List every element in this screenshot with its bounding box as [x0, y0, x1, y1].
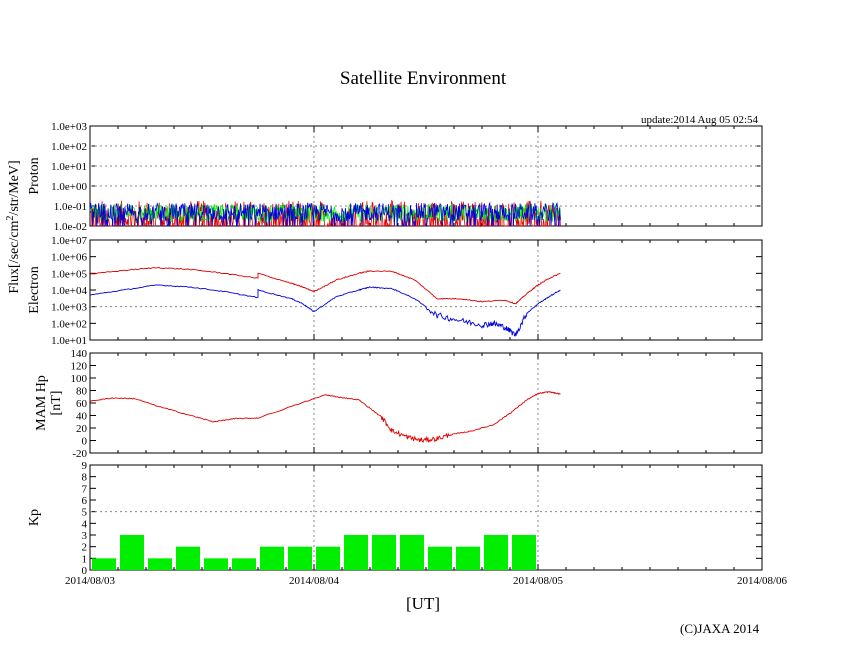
electron-ytick-label: 1.0e+03 [51, 302, 87, 314]
electron-ytick-label: 1.0e+04 [51, 285, 87, 297]
mam-ytick-label: 20 [76, 423, 88, 435]
kp-bar [204, 558, 228, 570]
x-tick-label: 2014/08/04 [289, 575, 340, 587]
mam-ytick-label: 120 [71, 361, 88, 373]
kp-ytick-label: 5 [82, 507, 88, 519]
kp-bar [344, 535, 368, 570]
electron-panel-frame [89, 239, 763, 341]
proton-ylabel: Proton [27, 157, 42, 194]
kp-ytick-label: 9 [82, 460, 88, 472]
proton-ytick-label: 1.0e+01 [51, 161, 87, 173]
kp-bar [400, 535, 424, 570]
kp-ytick-label: 8 [82, 472, 88, 484]
proton-ytick-label: 1.0e+00 [51, 181, 87, 193]
x-tick-label: 2014/08/03 [65, 575, 116, 587]
proton-ytick-label: 1.0e+02 [51, 141, 87, 153]
electron-ylabel: Electron [27, 266, 42, 313]
mam-ytick-label: 80 [76, 386, 88, 398]
kp-bar [92, 558, 116, 570]
x-tick-label: 2014/08/05 [513, 575, 564, 587]
proton-ytick-label: 1.0e-02 [54, 221, 87, 233]
mam-ytick-label: 40 [76, 411, 88, 423]
electron-series-red [89, 267, 561, 305]
proton-ytick-label: 1.0e+03 [51, 121, 87, 133]
kp-bar [176, 546, 200, 570]
kp-bar [148, 558, 172, 570]
kp-ytick-label: 7 [82, 483, 88, 495]
proton-series-blue [89, 201, 561, 227]
kp-ytick-label: 3 [82, 530, 88, 542]
kp-bar [120, 535, 144, 570]
kp-bar [260, 546, 284, 570]
kp-bar [288, 546, 312, 570]
mam-ytick-label: 100 [71, 373, 88, 385]
kp-bar [372, 535, 396, 570]
x-tick-label: 2014/08/06 [737, 575, 788, 587]
mam-ytick-label: 0 [82, 436, 88, 448]
mam-ylabel: [nT] [49, 391, 64, 416]
flux-ylabel: Flux[/sec/cm2/str/MeV] [5, 160, 23, 293]
electron-ytick-label: 1.0e+07 [51, 235, 87, 247]
electron-ytick-label: 1.0e+06 [51, 252, 87, 264]
mam-ylabel: MAM Hp [34, 375, 49, 431]
electron-ytick-label: 1.0e+05 [51, 268, 87, 280]
kp-bar [316, 546, 340, 570]
proton-ytick-label: 1.0e-01 [54, 201, 87, 213]
chart-title: Satellite Environment [339, 68, 507, 89]
mam-series-red [89, 390, 561, 444]
electron-ytick-label: 1.0e+01 [51, 335, 87, 347]
kp-ylabel: Kp [27, 509, 42, 526]
kp-ytick-label: 4 [82, 518, 88, 530]
electron-series-blue [89, 284, 561, 337]
kp-ytick-label: 1 [82, 553, 88, 565]
kp-bar [232, 558, 256, 570]
kp-ytick-label: 6 [82, 495, 88, 507]
update-timestamp: update:2014 Aug 05 02:54 [641, 114, 759, 126]
kp-bar [456, 546, 480, 570]
electron-ytick-label: 1.0e+02 [51, 318, 87, 330]
kp-bar [484, 535, 508, 570]
copyright: (C)JAXA 2014 [680, 621, 760, 636]
kp-bar [512, 535, 536, 570]
kp-bar [428, 546, 452, 570]
mam-ytick-label: 140 [71, 348, 88, 360]
mam-ytick-label: -20 [72, 448, 87, 460]
kp-ytick-label: 0 [82, 565, 88, 577]
x-axis-label: [UT] [406, 594, 440, 613]
mam-ytick-label: 60 [76, 398, 88, 410]
kp-ytick-label: 2 [82, 542, 88, 554]
